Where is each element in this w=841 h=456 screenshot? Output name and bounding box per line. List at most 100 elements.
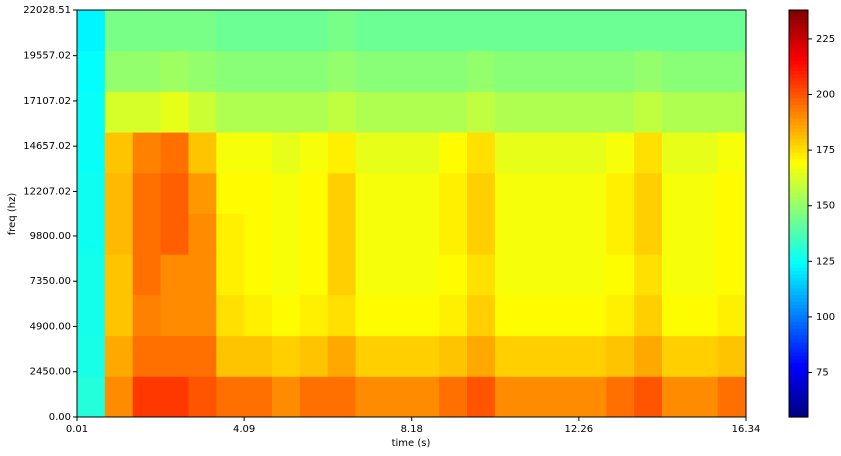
heatmap-cell — [494, 294, 524, 337]
heatmap-cell — [634, 294, 663, 337]
colorbar-swatch — [789, 383, 808, 388]
heatmap-cell — [717, 50, 747, 92]
heatmap-cell — [355, 172, 384, 214]
heatmap-cell — [355, 376, 384, 418]
x-tick-label: 12.26 — [565, 424, 594, 435]
colorbar-swatch — [789, 213, 808, 218]
heatmap-cell — [578, 132, 607, 174]
colorbar-swatch — [789, 216, 808, 221]
colorbar-swatch — [789, 410, 808, 415]
heatmap-cell — [467, 335, 496, 377]
colorbar-swatch — [789, 33, 808, 38]
colorbar-swatch — [789, 308, 808, 313]
heatmap-cell — [550, 132, 579, 174]
colorbar-swatch — [789, 23, 808, 28]
heatmap-cell — [411, 50, 440, 92]
heatmap-cell — [244, 50, 273, 92]
heatmap-cell — [522, 10, 552, 52]
heatmap-cell — [578, 254, 607, 296]
heatmap-cell — [578, 172, 607, 214]
colorbar-tick-label: 75 — [816, 368, 829, 379]
y-tick-label: 9800.00 — [30, 231, 71, 242]
colorbar-swatch — [789, 138, 808, 143]
heatmap-cell — [188, 213, 217, 255]
heatmap-cell — [272, 172, 301, 214]
heatmap-cell — [160, 335, 189, 377]
colorbar-swatch — [789, 135, 808, 140]
colorbar-swatch — [789, 91, 808, 96]
heatmap-cell — [550, 50, 579, 92]
colorbar-swatch — [789, 159, 808, 164]
heatmap-cell — [689, 335, 719, 377]
colorbar-swatch — [789, 413, 808, 418]
heatmap-cell — [216, 335, 245, 377]
colorbar-swatch — [789, 77, 808, 82]
heatmap-cell — [717, 91, 747, 133]
colorbar-swatch — [789, 389, 808, 394]
colorbar-swatch — [789, 169, 808, 174]
heatmap-cell — [662, 172, 691, 214]
colorbar-swatch — [789, 30, 808, 35]
heatmap-cell — [634, 213, 663, 255]
heatmap-cell — [244, 335, 273, 377]
heatmap-cell — [299, 335, 329, 377]
heatmap-cell — [272, 376, 301, 418]
heatmap-cell — [216, 213, 245, 255]
colorbar-swatch — [789, 349, 808, 354]
heatmap-cell — [77, 254, 106, 296]
heatmap-cell — [244, 376, 273, 418]
heatmap-cell — [634, 172, 663, 214]
heatmap-cell — [355, 91, 384, 133]
heatmap-cell — [634, 132, 663, 174]
colorbar-swatch — [789, 84, 808, 89]
heatmap-cell — [662, 91, 691, 133]
heatmap-cell — [411, 335, 440, 377]
colorbar-swatch — [789, 74, 808, 79]
heatmap-cell — [606, 376, 635, 418]
heatmap-cell — [160, 91, 189, 133]
heatmap-cell — [327, 376, 357, 418]
heatmap-cell — [717, 10, 747, 52]
heatmap-cell — [299, 294, 329, 337]
heatmap-cell — [689, 254, 719, 296]
heatmap-cell — [355, 213, 384, 255]
colorbar-swatch — [789, 338, 808, 343]
colorbar-swatch — [789, 81, 808, 86]
heatmap-cell — [606, 172, 635, 214]
colorbar-swatch — [789, 267, 808, 272]
heatmap-cell — [104, 50, 134, 92]
heatmap-cell — [188, 294, 217, 337]
colorbar-swatch — [789, 37, 808, 42]
heatmap-cell — [383, 335, 412, 377]
heatmap-cell — [327, 172, 357, 214]
heatmap-cell — [522, 294, 552, 337]
colorbar-swatch — [789, 366, 808, 371]
heatmap-cell — [494, 50, 524, 92]
heatmap-cell — [606, 10, 635, 52]
heatmap-cell — [689, 91, 719, 133]
heatmap-cell — [411, 10, 440, 52]
colorbar-swatch — [789, 257, 808, 262]
heatmap-cell — [634, 50, 663, 92]
heatmap-cell — [132, 50, 162, 92]
colorbar-swatch — [789, 294, 808, 299]
heatmap-cell — [522, 91, 552, 133]
colorbar-swatch — [789, 125, 808, 130]
heatmap-cell — [104, 213, 134, 255]
heatmap-cell — [132, 294, 162, 337]
heatmap-cell — [439, 335, 468, 377]
heatmap-cell — [299, 132, 329, 174]
heatmap-cell — [327, 91, 357, 133]
heatmap-cell — [467, 213, 496, 255]
heatmap-cell — [522, 132, 552, 174]
y-tick-label: 14657.02 — [23, 141, 71, 152]
colorbar-tick-label: 100 — [816, 312, 835, 323]
heatmap-cell — [494, 10, 524, 52]
heatmap-cell — [550, 376, 579, 418]
heatmap-cell — [216, 376, 245, 418]
heatmap-cell — [689, 172, 719, 214]
heatmap-cell — [411, 91, 440, 133]
colorbar-swatch — [789, 311, 808, 316]
heatmap-cell — [550, 10, 579, 52]
